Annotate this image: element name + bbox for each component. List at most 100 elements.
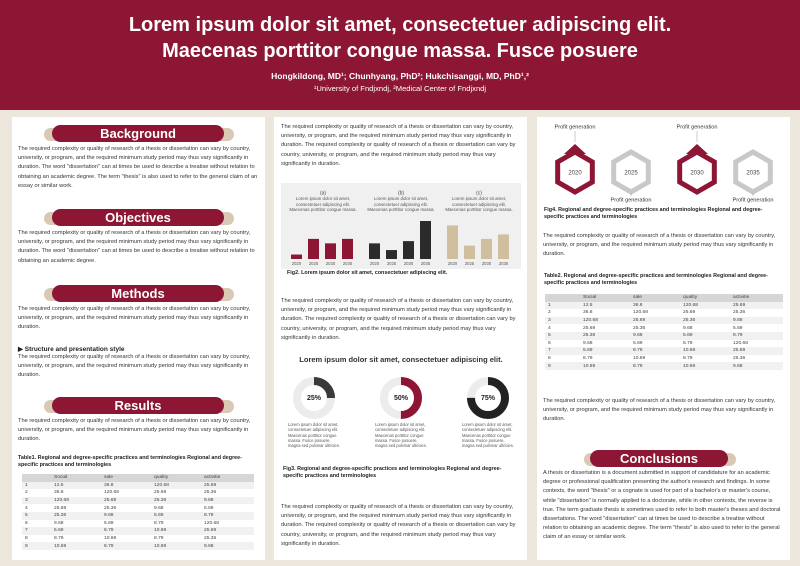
table-cell: 5 — [545, 331, 583, 340]
table-cell: 120.68 — [633, 310, 648, 316]
x-tick-label: 2035 — [499, 261, 509, 266]
figure-caption: Fig3. Regional and degree-specific pract… — [283, 466, 502, 480]
x-tick-label: 2030 — [326, 261, 336, 266]
table-cell: 2 — [548, 310, 551, 316]
table-cell: 2 — [25, 490, 28, 496]
table-cell: 25.69 — [154, 490, 167, 496]
header-cell: quality — [154, 474, 204, 482]
figure-caption: Fig4. Regional and degree-specific pract… — [544, 207, 763, 221]
donut-label: 25% — [307, 395, 322, 402]
table-cell: 9.68 — [54, 520, 64, 526]
x-tick-label: 2025 — [387, 261, 397, 266]
chart-text: Lorem ipsum dolor sit amet, consectetuer… — [367, 196, 435, 213]
x-tick-label: 2030 — [404, 261, 414, 266]
table-row: 4 25.69 25.36 9.68 5.69 — [22, 504, 254, 512]
header-cell: Social — [54, 474, 104, 482]
paragraph: The required complexity or quality of re… — [543, 233, 776, 258]
x-tick-label: 2020 — [370, 261, 380, 266]
table-cell: 7 — [545, 347, 583, 355]
table-cell: 120.68 — [583, 316, 633, 325]
table-cell: 25.69 — [733, 347, 783, 355]
donut-segment — [467, 377, 509, 419]
authors: Hongkildong, MD¹; Chunhyang, PhD²; Hukch… — [271, 71, 529, 81]
paragraph: The required complexity or quality of re… — [543, 398, 776, 423]
bar — [447, 225, 458, 259]
table-cell: 4 — [548, 325, 551, 331]
chart-text-box: Lorem ipsum dolor sit amet, consectetuer… — [367, 196, 435, 213]
table-cell: 4 — [25, 505, 28, 511]
table-cell: 10.69 — [683, 362, 733, 370]
section-heading: Background — [52, 125, 224, 142]
header-cell: activitie — [204, 474, 254, 482]
chart-label: (c) — [476, 190, 482, 196]
table-cell: 8.79 — [733, 331, 783, 340]
table-row: 7 5.69 8.79 10.69 25.69 — [22, 527, 254, 535]
bar — [464, 245, 475, 259]
table-cell: 25.69 — [683, 310, 696, 316]
paragraph: The required complexity or quality of re… — [18, 306, 251, 331]
bar — [498, 234, 509, 259]
table-row: 9 10.69 8.79 10.69 9.68 — [22, 542, 254, 550]
table-cell: 8.79 — [104, 542, 154, 550]
step-label: Profit generation — [676, 124, 717, 130]
section-heading: Objectives — [52, 209, 224, 226]
table-cell: 9.68 — [104, 511, 154, 520]
affiliations: ¹University of Fndjxndj, ²Medical Center… — [313, 84, 487, 93]
table-cell: 10.69 — [154, 527, 204, 535]
paragraph: The required complexity or quality of re… — [18, 146, 258, 189]
data-table: Social sale quality activitie 1 12.5 36.8 120.6… — [22, 474, 254, 550]
step-label: Profit generation — [732, 197, 773, 203]
table-cell: 36.8 — [54, 490, 64, 496]
bar — [325, 243, 336, 259]
table-cell: 5.69 — [154, 511, 204, 520]
paragraph: The required complexity or quality of re… — [18, 230, 255, 264]
header-cell: Social — [583, 294, 633, 302]
table-cell: 5.69 — [583, 347, 633, 355]
header: Lorem ipsum dolor sit amet, consectetuer… — [0, 0, 800, 110]
table-cell: 10.69 — [633, 356, 646, 362]
figure-caption: Fig2. Lorem ipsum dolor sit amet, consec… — [287, 270, 448, 276]
table-cell: 25.36 — [683, 316, 733, 325]
arrow — [564, 144, 586, 154]
header-cell: quality — [683, 294, 733, 302]
table-cell: 25.36 — [204, 536, 217, 542]
header-row: Social sale quality activitie — [22, 474, 254, 482]
x-tick-label: 2035 — [421, 261, 431, 266]
table-cell: 12.5 — [583, 301, 633, 310]
header-cell — [545, 294, 583, 302]
step-year: 2020 — [568, 171, 582, 177]
donut-segment — [380, 377, 422, 419]
header-cell: sale — [633, 294, 683, 302]
hexagon — [611, 149, 651, 195]
table-row: 5 25.36 9.68 5.69 8.79 — [545, 331, 783, 340]
table-cell: 9 — [545, 362, 583, 370]
chart-text-box: Lorem ipsum dolor sit amet, consectetuer… — [445, 196, 513, 213]
x-tick-label: 2020 — [448, 261, 458, 266]
table-cell: 25.36 — [204, 490, 217, 496]
chart-text: Lorem ipsum dolor sit amet, consectetuer… — [445, 196, 513, 213]
table-cell: 25.69 — [583, 325, 596, 331]
table-cell: 10.69 — [583, 362, 633, 370]
x-tick-label: 2020 — [292, 261, 302, 266]
subheading: ▶ Structure and presentation style — [18, 346, 125, 353]
table-cell: 120.68 — [683, 301, 733, 310]
table-row: 3 120.68 25.69 25.36 9.68 — [22, 496, 254, 505]
paragraph: The required complexity or quality of re… — [18, 354, 251, 379]
donut-text-box: Lorem ipsum dolor sit amet, consectetuer… — [288, 422, 340, 448]
chart-label: (a) — [320, 190, 326, 196]
table-cell: 25.36 — [154, 496, 204, 505]
table-cell: 25.36 — [104, 505, 117, 511]
table-cell: 25.69 — [204, 481, 254, 490]
table-cell: 5.69 — [104, 520, 114, 526]
table-cell: 25.69 — [204, 527, 254, 535]
table-cell: 8.79 — [683, 356, 693, 362]
donut-text-box: Lorem ipsum dolor sit amet, consectetuer… — [462, 422, 514, 449]
table-cell: 9.68 — [683, 325, 693, 331]
table-cell: 8.79 — [54, 536, 64, 542]
figure-4: 2020 Profit generation 2025 Profit generati… — [554, 124, 773, 203]
donut-text: Lorem ipsum dolor sit amet, consectetuer… — [462, 422, 514, 449]
paragraph: A thesis or dissertation is a document s… — [543, 470, 781, 541]
table-row: 1 12.5 36.8 120.68 25.69 — [22, 481, 254, 490]
table-cell: 36.8 — [583, 310, 593, 316]
